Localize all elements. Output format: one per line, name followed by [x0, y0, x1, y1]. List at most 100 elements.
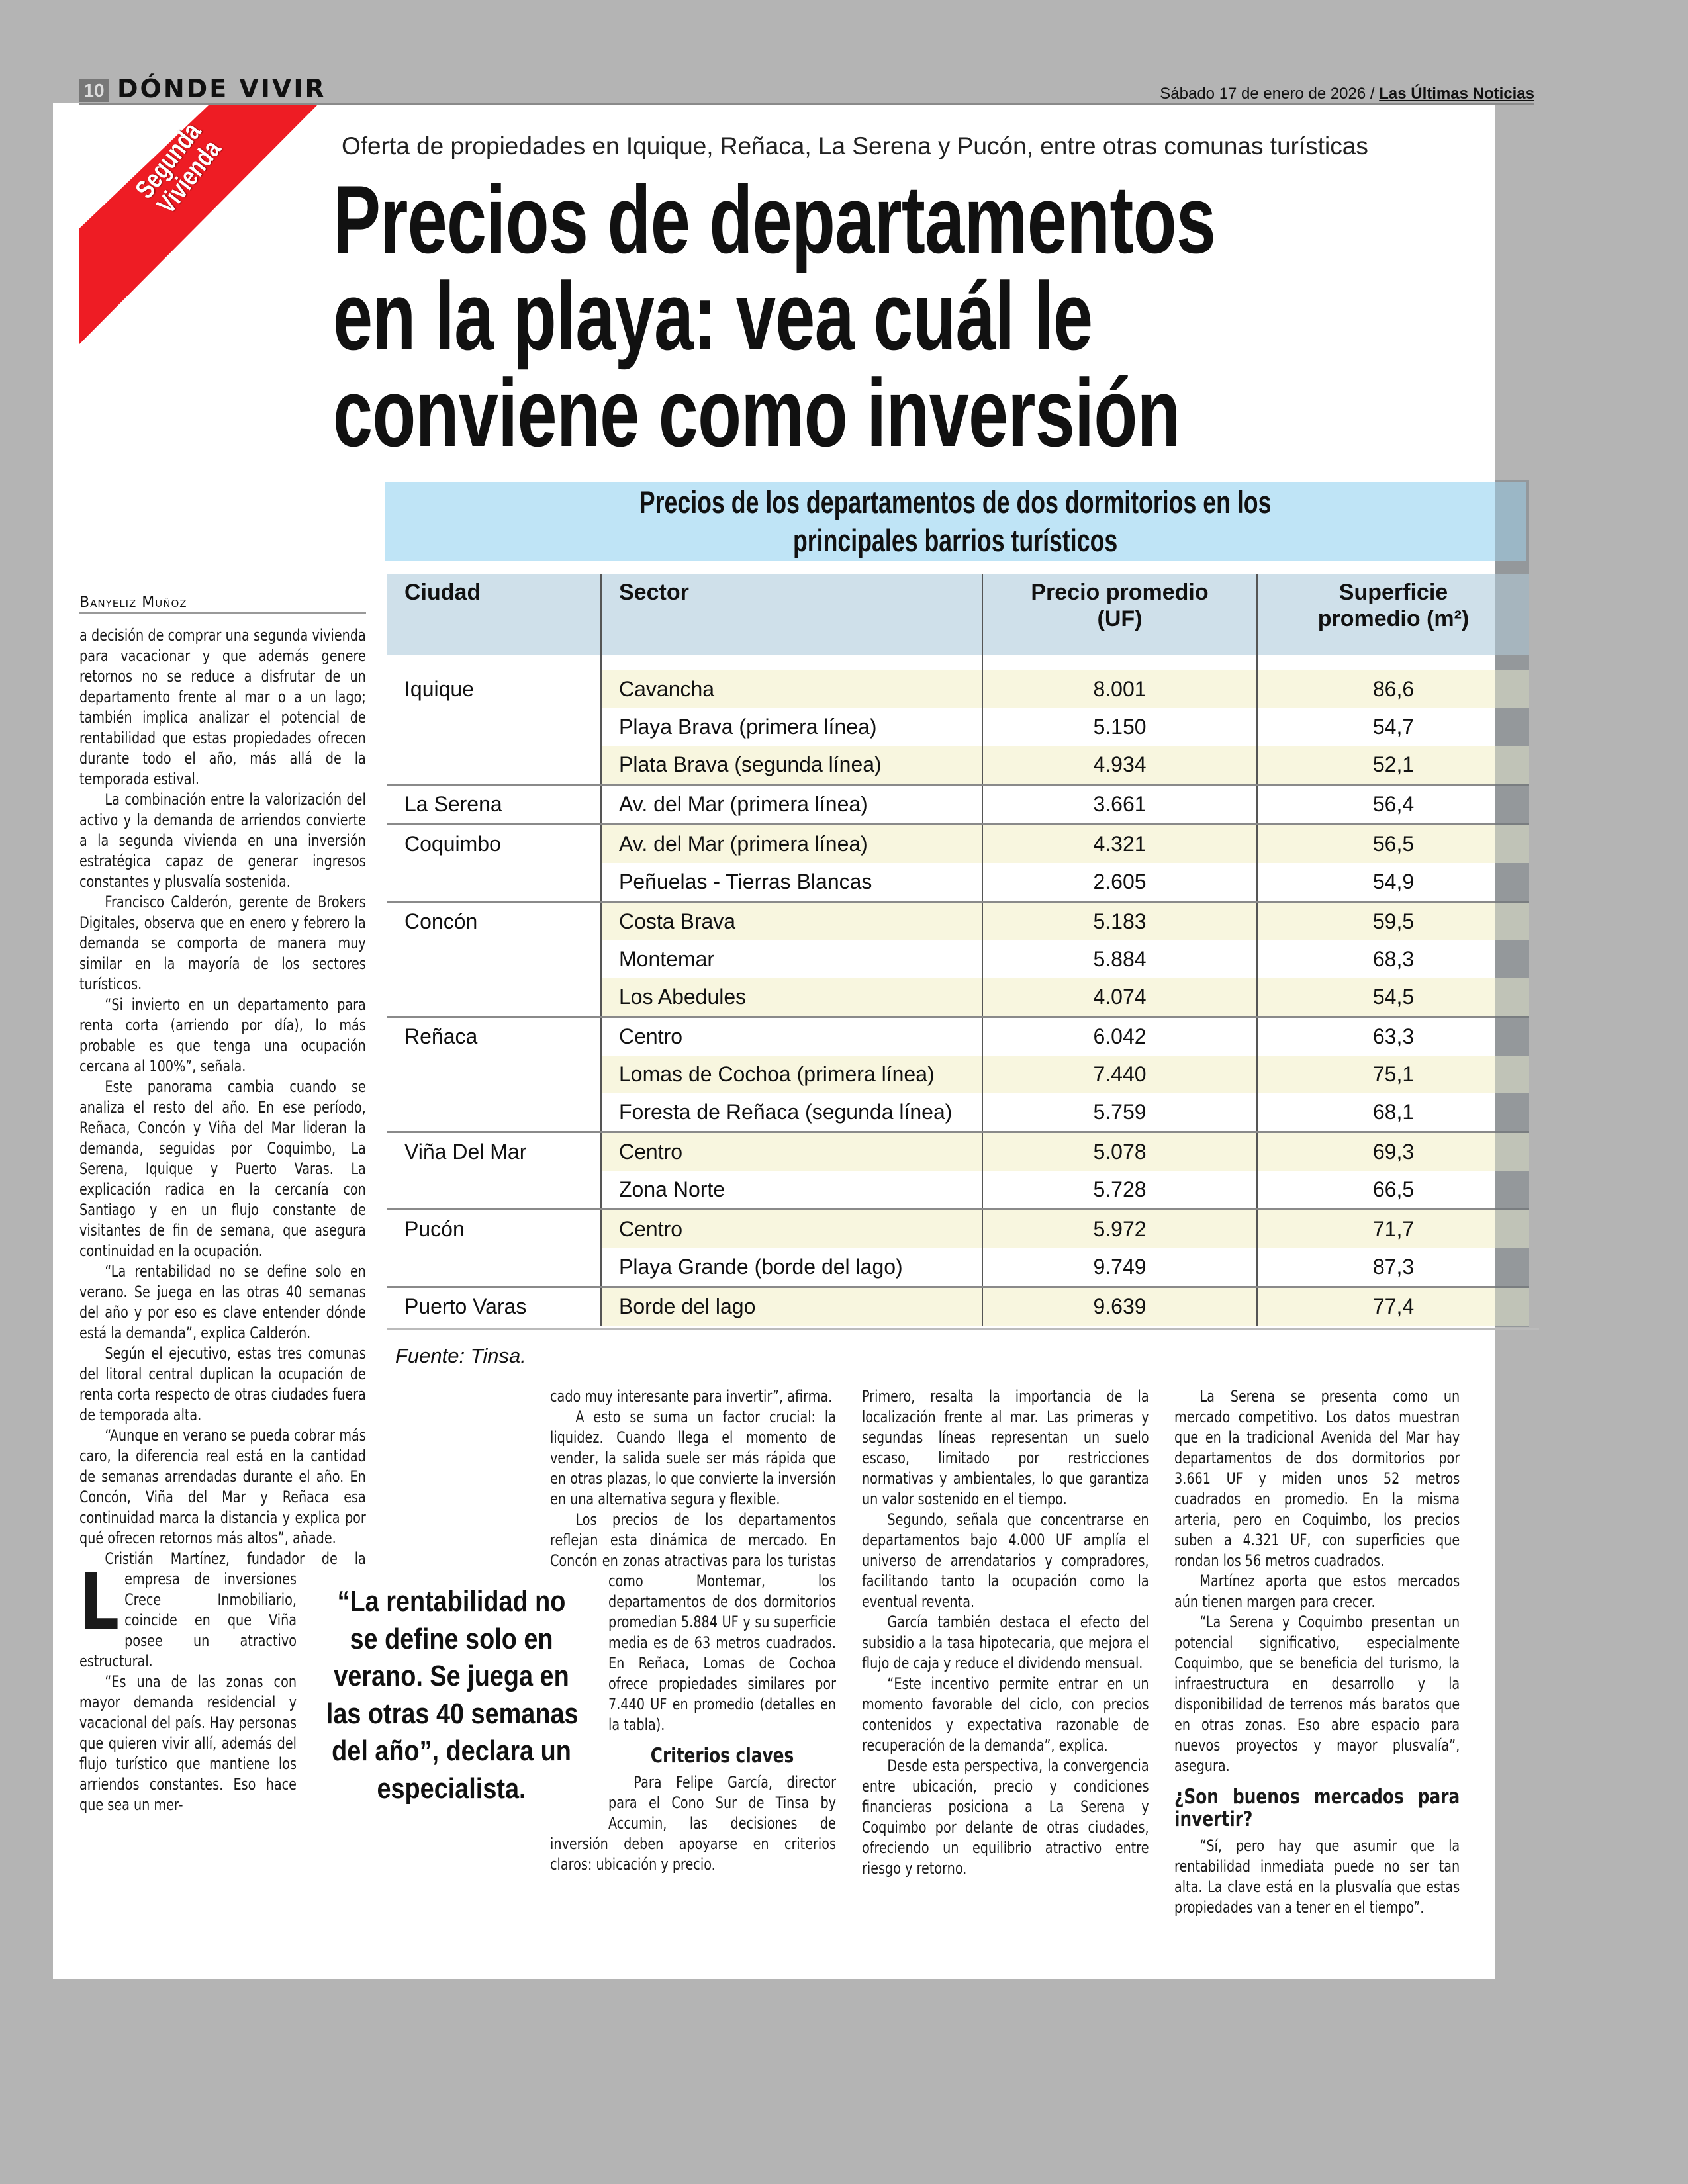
table-row: Concón Costa Brava 5.183 59,5 [387, 903, 1529, 940]
cell-price: 4.934 [983, 746, 1258, 784]
table-title-line: principales barrios turísticos [793, 523, 1118, 558]
article-headline: Precios de departamentos en la playa: ve… [333, 171, 1216, 461]
paragraph: La combinación entre la valorización del… [79, 790, 366, 891]
table-row: Reñaca Centro 6.042 63,3 [387, 1018, 1529, 1056]
cell-city [387, 978, 602, 1016]
cell-price: 4.074 [983, 978, 1258, 1016]
table-row: Peñuelas - Tierras Blancas 2.605 54,9 [387, 863, 1529, 903]
cell-area: 52,1 [1258, 746, 1529, 784]
table-title: Precios de los departamentos de dos dorm… [385, 482, 1526, 561]
cell-city [387, 940, 602, 978]
cell-area: 68,3 [1372, 947, 1415, 971]
section-title: DÓNDE VIVIR [117, 74, 326, 103]
cell-sector: Peñuelas - Tierras Blancas [602, 863, 983, 901]
table-body: Iquique Cavancha 8.001 86,6 Playa Brava (pri… [387, 670, 1529, 1326]
section-ribbon [79, 105, 318, 344]
cell-city: Iquique [387, 670, 602, 708]
cell-area: 69,3 [1258, 1133, 1529, 1171]
cell-price: 7.440 [983, 1056, 1258, 1093]
cell-city: Pucón [387, 1210, 602, 1248]
header-area: Superficie promedio (m²) [1258, 574, 1529, 655]
paragraph: Según el ejecutivo, estas tres comunas d… [79, 1344, 366, 1424]
header-price-line: Precio promedio [1031, 580, 1209, 605]
header-price-line: (UF) [1097, 606, 1143, 631]
article-subtitle: Oferta de propiedades en Iquique, Reñaca… [342, 132, 1368, 159]
table-row: La Serena Av. del Mar (primera línea) 3.66… [387, 786, 1529, 825]
article-column-3: Primero, resalta la importancia de la lo… [862, 1387, 1149, 1879]
table-row: Lomas de Cochoa (primera línea) 7.440 75,1 [387, 1056, 1529, 1093]
article-column-4: La Serena se presenta como un mercado co… [1174, 1387, 1460, 1918]
paragraph: Martínez aporta que estos mercados aún t… [1174, 1572, 1460, 1611]
page-number: 10 [79, 79, 109, 102]
paragraph: Los precios de los departamentos refleja… [550, 1510, 836, 1734]
table-row: Pucón Centro 5.972 71,7 [387, 1210, 1529, 1248]
header-divider [79, 103, 1534, 105]
pull-quote-line: “La rentabilidad no [337, 1585, 566, 1617]
subheading: Criterios claves [650, 1744, 794, 1768]
cell-area: 71,7 [1258, 1210, 1529, 1248]
subheading: ¿Son buenos mercados para invertir? [1174, 1785, 1460, 1831]
cell-sector: Costa Brava [602, 903, 983, 940]
paragraph: Segundo, señala que concentrarse en depa… [862, 1510, 1149, 1611]
cell-city [387, 1171, 602, 1208]
paragraph: “Si invierto en un departamento para ren… [79, 995, 366, 1075]
paragraph: cado muy interesante para invertir”, afi… [550, 1387, 833, 1406]
cell-area: 56,5 [1258, 825, 1529, 863]
cell-city: Coquimbo [387, 825, 602, 863]
dateline-separator: / [1366, 85, 1380, 103]
header-area-line: Superficie [1338, 580, 1448, 605]
cell-price: 5.183 [983, 903, 1258, 940]
cell-city [387, 708, 602, 746]
table-row: Montemar 5.884 68,3 [387, 940, 1529, 978]
header-area-line: promedio (m²) [1317, 606, 1470, 631]
cell-price: 5.078 [983, 1133, 1258, 1171]
ribbon-band [79, 105, 318, 344]
cell-price: 6.042 [983, 1018, 1258, 1056]
table-row: Playa Brava (primera línea) 5.150 54,7 [387, 708, 1529, 746]
headline-line: en la playa: vea cuál le [333, 262, 1093, 370]
table-row: Coquimbo Av. del Mar (primera línea) 4.321… [387, 825, 1529, 863]
table-row: Zona Norte 5.728 66,5 [387, 1171, 1529, 1210]
cell-city [387, 863, 602, 901]
paragraph: “Aunque en verano se pueda cobrar más ca… [79, 1426, 366, 1547]
cell-price: 9.639 [983, 1288, 1258, 1326]
cell-area: 75,1 [1258, 1056, 1529, 1093]
cell-price: 5.884 [983, 940, 1258, 978]
article-column-2: cado muy interesante para invertir”, afi… [550, 1387, 836, 1875]
pull-quote-line: verano. Se juega en [334, 1660, 569, 1692]
cell-sector: Centro [602, 1133, 983, 1171]
table-source: Fuente: Tinsa. [395, 1344, 526, 1367]
cell-price: 5.728 [983, 1171, 1258, 1208]
paragraph: Primero, resalta la importancia de la lo… [862, 1387, 1149, 1508]
cell-area: 56,4 [1372, 792, 1415, 816]
table-row: Plata Brava (segunda línea) 4.934 52,1 [387, 746, 1529, 786]
cell-area: 59,5 [1258, 903, 1529, 940]
cell-city [387, 1248, 602, 1286]
cell-sector: Playa Brava (primera línea) [602, 708, 983, 746]
cell-sector: Av. del Mar (primera línea) [602, 825, 983, 863]
cell-sector: Zona Norte [602, 1171, 983, 1208]
cell-area: 77,4 [1258, 1288, 1529, 1326]
cell-city [387, 1093, 602, 1131]
cell-sector: Centro [602, 1018, 983, 1056]
cell-area: 68,1 [1372, 1100, 1415, 1124]
cell-sector: Lomas de Cochoa (primera línea) [602, 1056, 983, 1093]
table-title-line: Precios de los departamentos de dos dorm… [639, 484, 1272, 520]
cell-sector: Foresta de Reñaca (segunda línea) [602, 1093, 983, 1131]
cell-area: 63,3 [1372, 1024, 1415, 1048]
pull-quote-line: especialista. [377, 1772, 526, 1805]
pull-quote-line: se define solo en [350, 1622, 553, 1655]
cell-sector: Borde del lago [602, 1288, 983, 1326]
pull-quote: “La rentabilidad no se define solo en ve… [306, 1583, 597, 1807]
issue-date: Sábado 17 de enero de 2026 [1160, 85, 1366, 103]
paragraph: Cristián Martínez, fundador de la empres… [79, 1549, 366, 1670]
dateline: Sábado 17 de enero de 2026 / Las Últimas… [1160, 85, 1534, 103]
drop-cap: L [79, 1557, 120, 1648]
paragraph: “Sí, pero hay que asumir que la rentabil… [1174, 1837, 1460, 1917]
cell-sector: Av. del Mar (primera línea) [602, 786, 983, 823]
cell-sector: Centro [602, 1210, 983, 1248]
newspaper-page [53, 103, 1495, 1979]
table-header: Ciudad Sector Precio promedio (UF) Superf… [387, 574, 1529, 655]
